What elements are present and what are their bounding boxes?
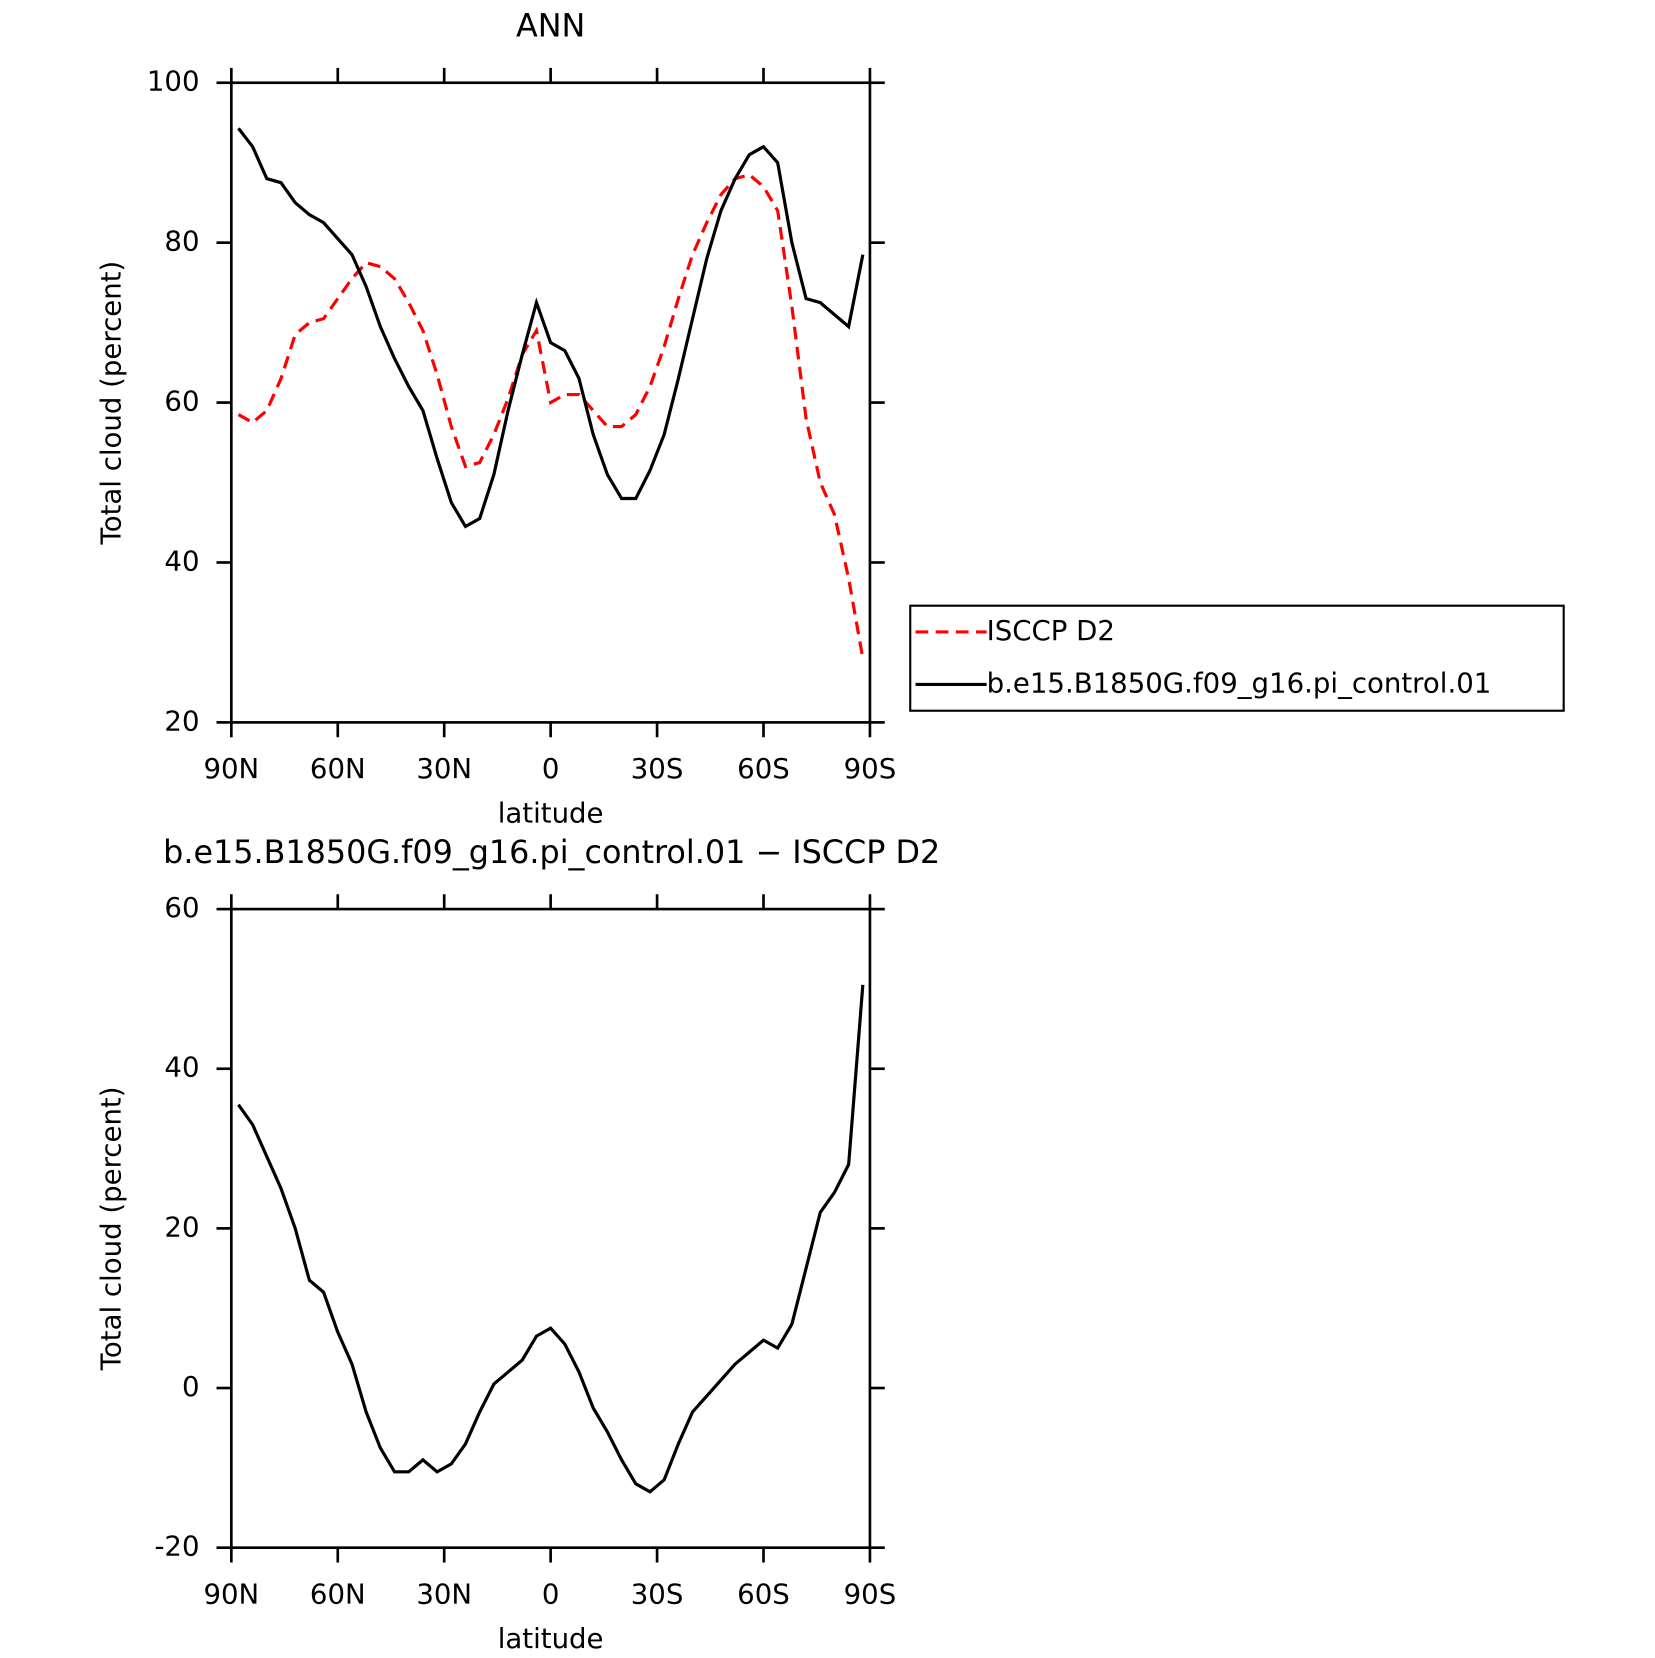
x-tick-label: 30N: [416, 752, 472, 785]
chart-title: ANN: [516, 7, 585, 45]
legend-label: b.e15.B1850G.f09_g16.pi_control.01: [987, 666, 1492, 699]
chart-title: b.e15.B1850G.f09_g16.pi_control.01 − ISC…: [163, 833, 940, 871]
y-tick-label: 60: [164, 385, 199, 418]
y-tick-label: 0: [182, 1370, 200, 1403]
data-line: [237, 127, 865, 529]
y-axis-label: Total cloud (percent): [95, 261, 128, 546]
x-tick-label: 90N: [203, 752, 259, 785]
y-tick-label: 80: [164, 225, 199, 258]
data-line: [237, 172, 865, 659]
x-axis-label: latitude: [498, 797, 604, 830]
y-tick-label: 100: [147, 65, 200, 98]
y-tick-label: 20: [164, 704, 199, 737]
x-tick-label: 30S: [631, 752, 684, 785]
x-tick-label: 0: [542, 752, 560, 785]
y-tick-label: 40: [164, 544, 199, 577]
x-tick-label: 90N: [203, 1577, 259, 1610]
plot-frame: [230, 907, 872, 1550]
x-tick-label: 60S: [737, 1577, 790, 1610]
y-tick-label: -20: [154, 1530, 199, 1563]
x-tick-label: 60S: [737, 752, 790, 785]
legend-label: ISCCP D2: [987, 614, 1115, 647]
x-tick-label: 0: [542, 1577, 560, 1610]
x-tick-label: 30S: [631, 1577, 684, 1610]
data-line: [237, 984, 865, 1494]
x-tick-label: 90S: [844, 752, 897, 785]
legend-box: [909, 604, 1565, 712]
x-axis-label: latitude: [498, 1622, 604, 1655]
x-tick-label: 60N: [310, 752, 366, 785]
x-tick-label: 90S: [844, 1577, 897, 1610]
x-tick-label: 30N: [416, 1577, 472, 1610]
x-tick-label: 60N: [310, 1577, 366, 1610]
y-tick-label: 40: [164, 1051, 199, 1084]
y-tick-label: 60: [164, 891, 199, 924]
y-tick-label: 20: [164, 1210, 199, 1243]
y-axis-label: Total cloud (percent): [95, 1086, 128, 1371]
plot-frame: [230, 81, 872, 724]
